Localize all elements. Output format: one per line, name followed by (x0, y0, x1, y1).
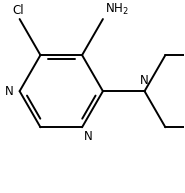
Text: Cl: Cl (12, 4, 23, 17)
Text: N: N (140, 74, 149, 87)
Text: N: N (84, 130, 93, 143)
Text: N: N (5, 85, 14, 98)
Text: NH$_2$: NH$_2$ (105, 2, 129, 17)
